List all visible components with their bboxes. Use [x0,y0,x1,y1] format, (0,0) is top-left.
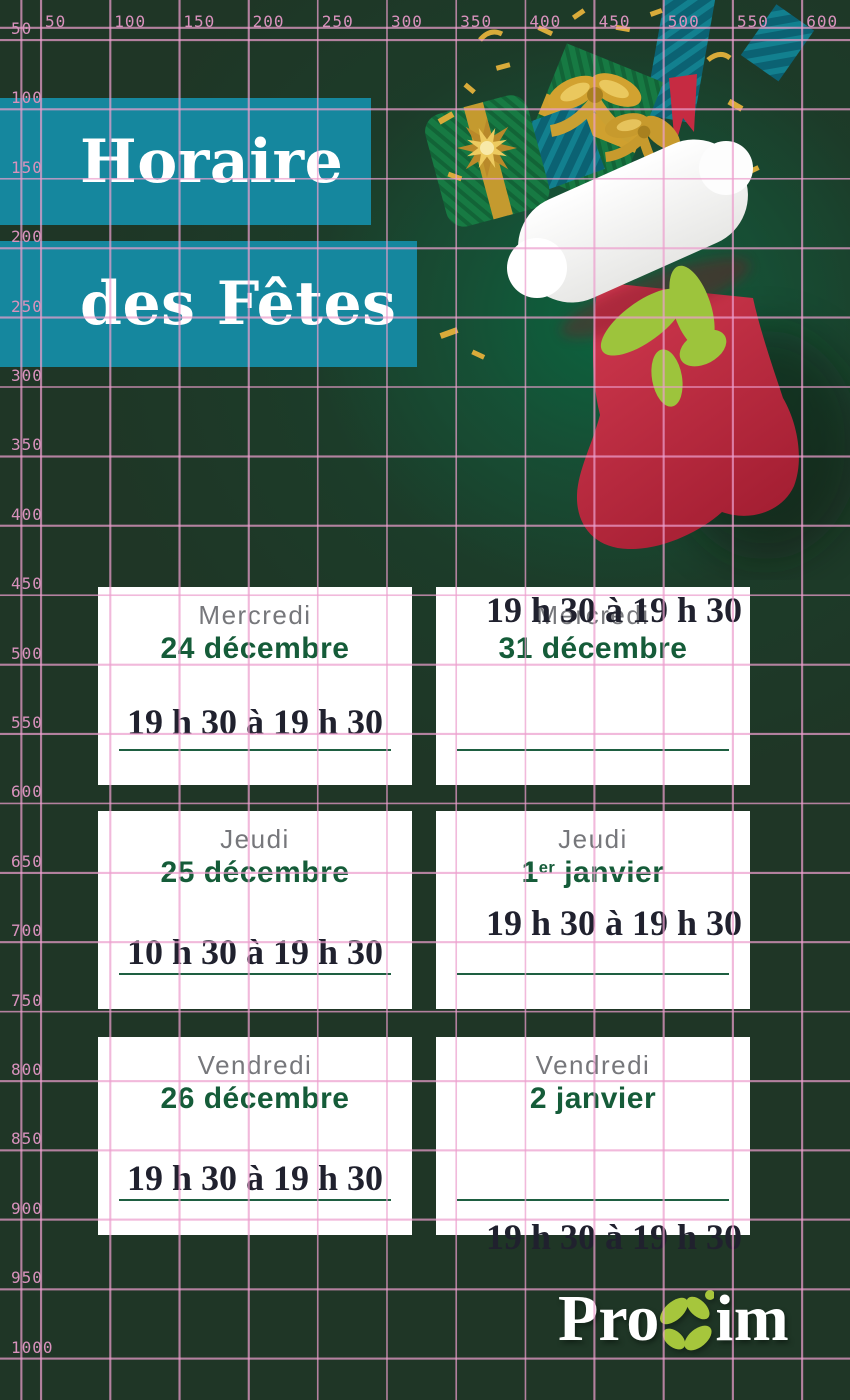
hours-underline [457,1199,729,1201]
weekday-label: Vendredi [535,1050,651,1080]
grid-tick-label-top: 250 [321,12,354,31]
hours-underline [119,973,391,975]
hours-text: 19 h 30 à 19 h 30 [485,1217,743,1257]
hours-text: 19 h 30 à 19 h 30 [126,1158,384,1198]
hours-text: 10 h 30 à 19 h 30 [126,932,384,972]
weekday-label: Jeudi [220,824,290,854]
hours-underline [119,1199,391,1201]
weekday-label: Jeudi [558,824,628,854]
hours-text: 19 h 30 à 19 h 30 [126,702,384,742]
date-label: 2 janvier [529,1082,657,1115]
weekday-label: Vendredi [197,1050,313,1080]
date-label: 25 décembre [160,856,350,889]
date-label: 24 décembre [160,632,350,665]
date-label: 26 décembre [160,1082,350,1115]
proxim-logo-text-left: Pro [558,1282,660,1355]
schedule-card-2-january: Vendredi 2 janvier 19 h 30 à 19 h 30 [436,1037,750,1255]
grid-tick-label-left: 450 [11,574,43,594]
stocking-illustration [425,0,850,560]
hours-underline [457,973,729,975]
page-title-line2: des Fêtes [80,269,397,339]
grid-tick-label-left: 900 [11,1198,43,1218]
grid-tick-label-left: 650 [11,851,43,871]
grid-tick-label-left: 400 [11,504,43,524]
grid-tick-label-left: 1000 [11,1337,54,1357]
grid-tick-label-left: 750 [11,990,43,1010]
proxim-logo-text-right: im [715,1282,789,1355]
date-label: 31 décembre [498,632,688,665]
grid-tick-label-top: 200 [252,12,285,31]
grid-tick-label-left: 800 [11,1060,43,1079]
grid-tick-label-left: 500 [11,643,43,663]
title-banner-line1: Horaire [0,98,371,225]
gold-star-bow [457,118,517,178]
hours-text: 19 h 30 à 19 h 30 [485,590,743,630]
page-title-line1: Horaire [80,126,344,197]
hours-underline [119,749,391,751]
date-label: 1er janvier [521,856,665,889]
grid-tick-label-left: 50 [11,19,33,38]
hours-underline [457,749,729,751]
schedule-card-1-january: Jeudi 1er janvier 19 h 30 à 19 h 30 [436,811,750,1009]
grid-tick-label-left: 550 [11,713,43,732]
grid-tick-label-left: 600 [11,782,43,802]
grid-tick-label-top: 50 [45,12,67,31]
hours-text: 19 h 30 à 19 h 30 [485,903,743,943]
grid-tick-label-top: 300 [391,12,423,31]
grid-tick-label-left: 350 [11,435,43,455]
grid-tick-label-left: 950 [11,1268,43,1288]
proxim-logo: Pro im [558,1284,789,1354]
weekday-label: Mercredi [198,600,312,630]
grid-tick-label-left: 850 [11,1129,43,1149]
proxim-x-leaf-icon [660,1290,715,1351]
grid-tick-label-left: 300 [11,366,43,385]
schedule-card-31-december: Mercredi 31 décembre 19 h 30 à 19 h 30 [436,587,750,785]
grid-tick-label-top: 100 [114,12,147,31]
grid-tick-label-top: 150 [183,12,216,31]
title-banner-line2: des Fêtes [0,241,417,367]
grid-tick-label-left: 700 [11,921,43,941]
schedule-card-25-december: Jeudi 25 décembre 10 h 30 à 19 h 30 [98,811,412,1009]
schedule-card-24-december: Mercredi 24 décembre 19 h 30 à 19 h 30 [98,587,412,785]
schedule-card-26-december: Vendredi 26 décembre 19 h 30 à 19 h 30 [98,1037,412,1235]
